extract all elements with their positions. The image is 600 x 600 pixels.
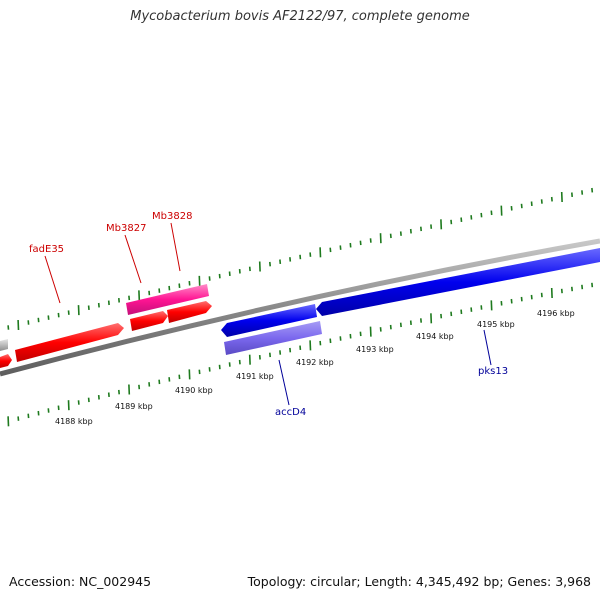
leader-Mb3828 — [170, 222, 181, 272]
accession-text: Accession: NC_002945 — [9, 574, 152, 589]
inner-tick-ruler — [7, 282, 594, 427]
leader-fadE35 — [44, 255, 61, 304]
gene-arrow-accD4[interactable] — [221, 304, 317, 337]
leader-accD4 — [278, 359, 290, 406]
rna-gene-Mb3827[interactable] — [126, 284, 209, 315]
ruler-label-4191: 4191 kbp — [236, 372, 274, 381]
genome-summary-text: Topology: circular; Length: 4,345,492 bp… — [247, 574, 591, 589]
gene-arrow-fadE35[interactable] — [15, 323, 124, 362]
outer-tick-ruler — [7, 187, 594, 331]
gene-label-pks13[interactable]: pks13 — [478, 366, 508, 377]
gene-label-Mb3827[interactable]: Mb3827 — [106, 223, 146, 234]
ruler-label-4190: 4190 kbp — [175, 386, 213, 395]
gene-arrow-red-left-edge[interactable] — [0, 354, 12, 368]
ruler-labels: 4188 kbp 4189 kbp 4190 kbp 4191 kbp 4192… — [55, 309, 575, 426]
reverse-genes — [221, 248, 600, 355]
ruler-label-4195: 4195 kbp — [477, 320, 515, 329]
gene-label-accD4[interactable]: accD4 — [275, 407, 306, 418]
leader-Mb3827 — [124, 234, 142, 284]
leader-pks13 — [483, 329, 492, 366]
gene-arrow-pks13[interactable] — [316, 248, 600, 316]
pseudo-gene-accD4[interactable] — [224, 321, 322, 355]
ruler-label-4193: 4193 kbp — [356, 345, 394, 354]
ruler-label-4192: 4192 kbp — [296, 358, 334, 367]
gene-arrow-Mb3828[interactable] — [167, 301, 212, 323]
forward-genes — [0, 284, 212, 368]
gene-labels: fadE35 Mb3827 Mb3828 accD4 pks13 — [29, 211, 508, 418]
ruler-label-4196: 4196 kbp — [537, 309, 575, 318]
gene-arrow-Mb3827[interactable] — [130, 311, 168, 331]
gene-arrow-gray-left[interactable] — [0, 339, 8, 351]
ruler-label-4189: 4189 kbp — [115, 402, 153, 411]
label-leaders — [44, 222, 492, 406]
gene-label-Mb3828[interactable]: Mb3828 — [152, 211, 192, 222]
genome-backbone — [0, 238, 600, 377]
ruler-label-4188: 4188 kbp — [55, 417, 93, 426]
gene-label-fadE35[interactable]: fadE35 — [29, 244, 64, 255]
ruler-label-4194: 4194 kbp — [416, 332, 454, 341]
map-title: Mycobacterium bovis AF2122/97, complete … — [130, 9, 470, 24]
